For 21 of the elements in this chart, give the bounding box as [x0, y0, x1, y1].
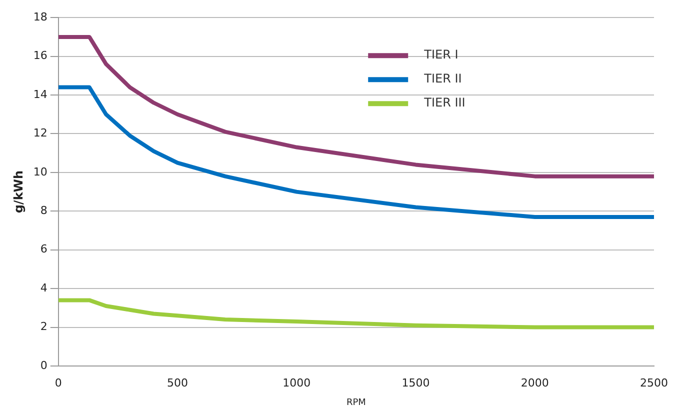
y-tick-label: 12 — [33, 126, 48, 140]
x-axis-title: RPM — [346, 398, 366, 408]
y-tick-label: 6 — [40, 242, 48, 256]
y-tick-label: 0 — [40, 358, 48, 372]
legend-label: TIER III — [423, 96, 466, 110]
x-tick-label: 1000 — [282, 376, 311, 390]
x-tick-label: 1500 — [402, 376, 430, 390]
legend-label: TIER I — [423, 48, 458, 62]
y-tick-label: 10 — [33, 165, 48, 178]
legend-label: TIER II — [423, 72, 462, 86]
x-tick-label: 0 — [54, 376, 62, 390]
y-tick-label: 4 — [40, 281, 48, 294]
x-tick-label: 2000 — [520, 376, 549, 390]
x-tick-label: 2500 — [640, 376, 668, 390]
y-tick-label: 2 — [40, 320, 48, 334]
y-tick-label: 18 — [33, 10, 48, 24]
x-tick-label: 500 — [167, 376, 188, 390]
y-tick-label: 8 — [40, 204, 48, 218]
y-tick-label: 14 — [33, 88, 48, 101]
y-axis-title: g/kWh — [11, 170, 26, 214]
y-tick-label: 16 — [33, 49, 48, 62]
